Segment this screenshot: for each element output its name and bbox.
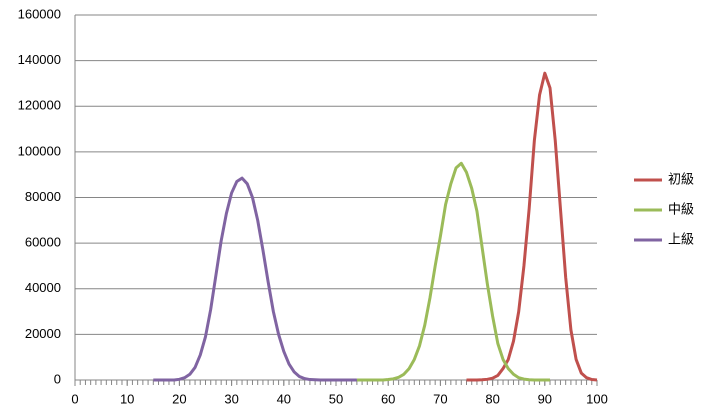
x-tick-label: 80 [485, 391, 499, 406]
y-tick-label: 160000 [18, 6, 61, 21]
y-tick-label: 140000 [18, 52, 61, 67]
series-line [356, 161, 551, 382]
y-tick-label: 0 [54, 371, 61, 386]
x-tick-label: 40 [277, 391, 291, 406]
legend-label: 上級 [668, 231, 694, 246]
y-tick-label: 60000 [25, 235, 61, 250]
x-tick-label: 100 [586, 391, 608, 406]
x-tick-label: 60 [381, 391, 395, 406]
y-tick-label: 120000 [18, 98, 61, 113]
x-tick-label: 0 [71, 391, 78, 406]
x-tick-label: 50 [329, 391, 343, 406]
series-line [466, 71, 598, 382]
y-tick-label: 20000 [25, 326, 61, 341]
legend-label: 初級 [668, 171, 694, 186]
x-tick-label: 20 [172, 391, 186, 406]
y-tick-label: 40000 [25, 280, 61, 295]
y-tick-label: 100000 [18, 143, 61, 158]
series-line [153, 176, 357, 382]
x-tick-label: 30 [224, 391, 238, 406]
x-tick-label: 10 [120, 391, 134, 406]
legend-label: 中級 [668, 201, 694, 216]
x-tick-label: 90 [538, 391, 552, 406]
x-tick-label: 70 [433, 391, 447, 406]
y-tick-label: 80000 [25, 189, 61, 204]
